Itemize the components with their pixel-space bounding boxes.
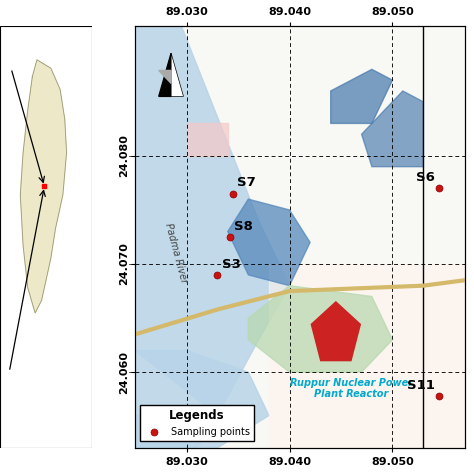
Polygon shape — [135, 351, 269, 448]
Polygon shape — [311, 302, 360, 361]
Text: Ruppur Nuclear Power
Plant Reactor: Ruppur Nuclear Power Plant Reactor — [290, 378, 413, 399]
Text: S8: S8 — [234, 219, 253, 233]
Polygon shape — [135, 416, 218, 448]
Polygon shape — [20, 60, 66, 313]
Text: 24.070: 24.070 — [119, 243, 129, 285]
Text: Padma River: Padma River — [164, 222, 189, 284]
Legend: Sampling points: Sampling points — [140, 405, 254, 441]
Text: S11: S11 — [407, 379, 435, 392]
Text: 24.060: 24.060 — [119, 351, 129, 394]
Polygon shape — [171, 53, 183, 96]
Polygon shape — [135, 26, 290, 416]
Polygon shape — [248, 286, 392, 372]
Polygon shape — [362, 91, 423, 167]
Polygon shape — [331, 69, 392, 123]
Polygon shape — [228, 199, 310, 286]
Polygon shape — [159, 53, 171, 96]
Text: 24.080: 24.080 — [119, 135, 129, 177]
Text: S3: S3 — [221, 257, 240, 271]
Polygon shape — [269, 264, 465, 448]
Text: S6: S6 — [416, 171, 435, 184]
Text: S7: S7 — [237, 176, 256, 190]
Polygon shape — [187, 123, 228, 156]
Polygon shape — [159, 71, 171, 83]
